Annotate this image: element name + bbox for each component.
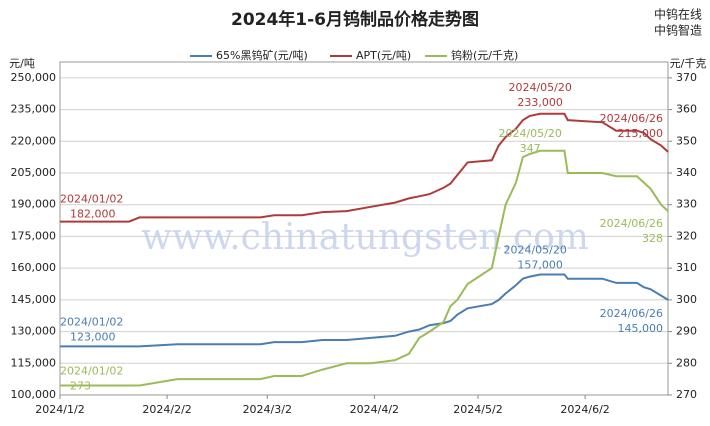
y-tick-label: 250,000	[11, 71, 57, 84]
y-tick-label: 160,000	[11, 261, 57, 274]
chart-title: 2024年1-6月钨制品价格走势图	[231, 9, 479, 30]
watermark: www.chinatungsten.com	[141, 217, 589, 258]
x-tick-label: 2024/2/2	[142, 403, 191, 416]
y2-tick-label: 350	[676, 134, 697, 147]
series-line	[60, 149, 669, 387]
y-tick-label: 190,000	[11, 198, 57, 211]
legend-label: 65%黑钨矿(元/吨)	[216, 49, 308, 62]
annotation-date: 2024/06/26	[600, 217, 663, 230]
y-axis-unit: 元/吨	[9, 57, 35, 70]
y2-tick-label: 280	[676, 356, 697, 369]
y2-tick-label: 330	[676, 198, 697, 211]
y-tick-label: 115,000	[11, 356, 57, 369]
annotation-value: 215,000	[618, 127, 664, 140]
annotation-date: 2024/05/20	[503, 243, 566, 256]
annotation-date: 2024/01/02	[60, 315, 123, 328]
annotation-date: 2024/01/02	[60, 364, 123, 377]
logo-line: 中钨智造	[654, 23, 702, 38]
x-tick-label: 2024/4/2	[350, 403, 399, 416]
annotation-value: 233,000	[517, 96, 563, 109]
y2-axis-unit: 元/千克	[670, 57, 707, 70]
series-line	[60, 112, 669, 223]
y2-tick-label: 310	[676, 261, 697, 274]
y-tick-label: 205,000	[11, 166, 57, 179]
y2-tick-label: 320	[676, 229, 697, 242]
y2-tick-label: 340	[676, 166, 697, 179]
plot-frame	[59, 61, 669, 396]
y2-tick-label: 300	[676, 293, 697, 306]
y-tick-label: 220,000	[11, 134, 57, 147]
legend-label: APT(元/吨)	[356, 49, 411, 62]
annotation-date: 2024/01/02	[60, 193, 123, 206]
x-tick-label: 2024/6/2	[560, 403, 609, 416]
x-tick-label: 2024/1/2	[35, 403, 84, 416]
annotation-value: 328	[642, 232, 663, 245]
series-line	[60, 273, 669, 348]
annotation-date: 2024/06/26	[600, 112, 663, 125]
annotation-date: 2024/06/26	[600, 307, 663, 320]
y-tick-label: 130,000	[11, 325, 57, 338]
annotation-value: 145,000	[618, 322, 664, 335]
annotation-date: 2024/05/20	[498, 127, 561, 140]
x-tick-label: 2024/5/2	[453, 403, 502, 416]
annotation-value: 157,000	[517, 258, 563, 271]
y2-tick-label: 270	[676, 388, 697, 401]
y-tick-label: 145,000	[11, 293, 57, 306]
annotation-value: 182,000	[70, 208, 116, 221]
x-tick-label: 2024/3/2	[243, 403, 292, 416]
annotation-value: 347	[520, 142, 541, 155]
annotation-value: 123,000	[70, 330, 116, 343]
y2-tick-label: 290	[676, 325, 697, 338]
y-tick-label: 100,000	[11, 388, 57, 401]
logo-line: 中钨在线	[654, 7, 702, 22]
y-tick-label: 235,000	[11, 103, 57, 116]
y2-tick-label: 360	[676, 103, 697, 116]
legend-label: 钨粉(元/千克)	[451, 49, 518, 62]
annotation-value: 273	[70, 379, 91, 392]
y2-tick-label: 370	[676, 71, 697, 84]
y-tick-label: 175,000	[11, 229, 57, 242]
annotation-date: 2024/05/20	[508, 81, 571, 94]
